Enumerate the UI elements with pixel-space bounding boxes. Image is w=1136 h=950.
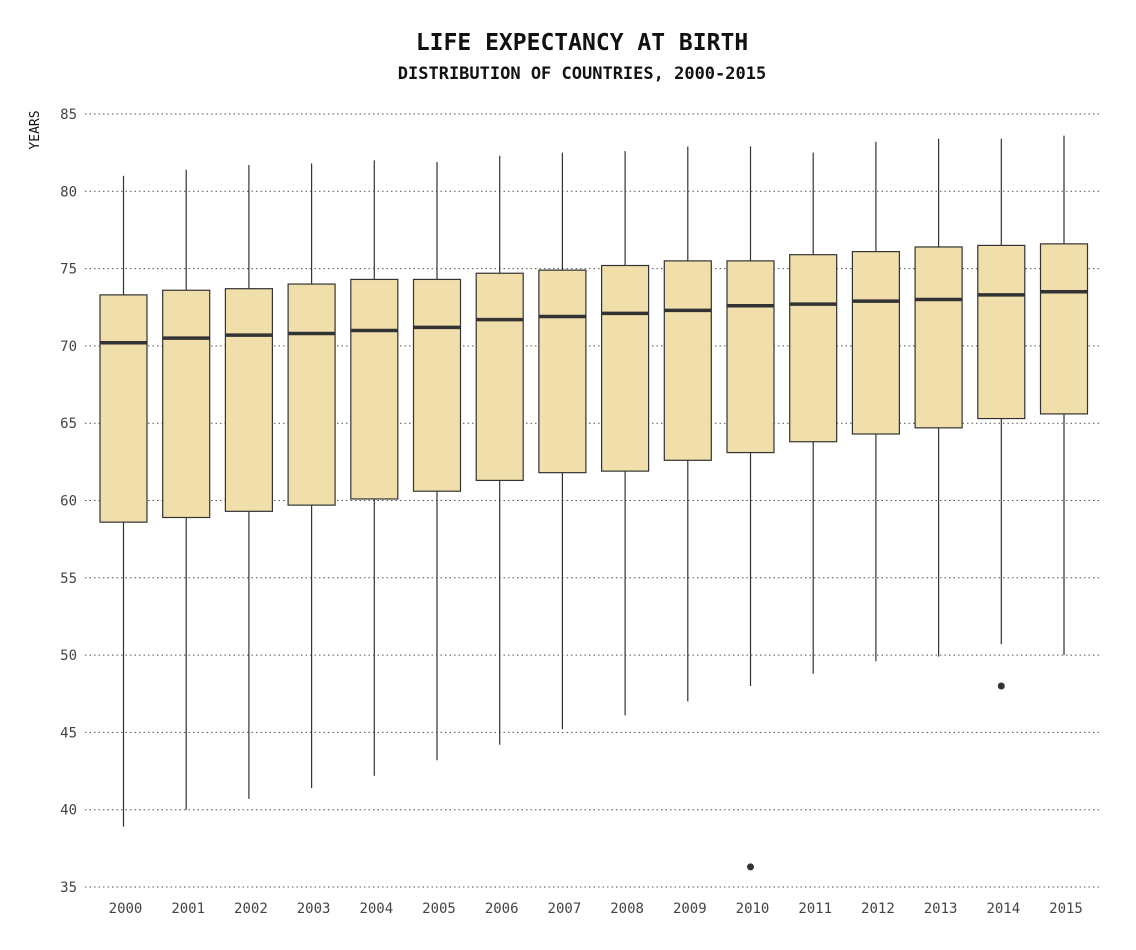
box-2008 bbox=[600, 151, 650, 716]
x-tick-label: 2001 bbox=[171, 901, 205, 917]
box-2007 bbox=[538, 152, 587, 730]
y-tick-label: 60 bbox=[60, 494, 77, 510]
box-2015 bbox=[1039, 135, 1089, 656]
box-iqr bbox=[977, 244, 1026, 420]
y-axis-label: YEARS bbox=[28, 110, 43, 149]
x-tick-label: 2015 bbox=[1049, 901, 1083, 917]
y-tick-label: 70 bbox=[60, 339, 77, 355]
outlier-point bbox=[997, 682, 1005, 690]
chart-title: LIFE EXPECTANCY AT BIRTH bbox=[415, 30, 749, 56]
x-tick-label: 2013 bbox=[924, 901, 958, 917]
y-tick-label: 35 bbox=[60, 880, 77, 896]
x-tick-label: 2010 bbox=[736, 901, 770, 917]
x-tick-label: 2005 bbox=[422, 901, 456, 917]
box-2013 bbox=[914, 138, 963, 657]
y-tick-label: 40 bbox=[60, 803, 77, 819]
box-iqr bbox=[99, 294, 148, 523]
y-tick-label: 50 bbox=[60, 648, 77, 664]
box-2010 bbox=[726, 146, 775, 871]
x-tick-label: 2008 bbox=[610, 901, 644, 917]
y-tick-label: 85 bbox=[60, 107, 77, 123]
box-iqr bbox=[789, 254, 838, 443]
box-iqr bbox=[851, 250, 901, 435]
box-2001 bbox=[162, 169, 211, 810]
box-iqr bbox=[600, 264, 650, 472]
x-tick-label: 2003 bbox=[297, 901, 331, 917]
chart-subtitle: DISTRIBUTION OF COUNTRIES, 2000-2015 bbox=[397, 64, 767, 84]
x-tick-label: 2009 bbox=[673, 901, 707, 917]
box-iqr bbox=[538, 269, 587, 474]
box-iqr bbox=[412, 278, 462, 492]
box-2003 bbox=[287, 163, 336, 789]
box-2004 bbox=[350, 160, 399, 776]
boxes-layer bbox=[99, 135, 1089, 871]
box-iqr bbox=[224, 288, 273, 512]
y-tick-label: 75 bbox=[60, 262, 77, 278]
box-iqr bbox=[350, 278, 399, 500]
box-2012 bbox=[851, 141, 901, 662]
box-iqr bbox=[162, 289, 211, 519]
x-tick-label: 2012 bbox=[861, 901, 895, 917]
x-tick-label: 2011 bbox=[798, 901, 832, 917]
y-tick-label: 80 bbox=[60, 184, 77, 200]
box-2011 bbox=[789, 152, 838, 674]
y-tick-label: 65 bbox=[60, 416, 77, 432]
box-iqr bbox=[914, 246, 963, 429]
box-iqr bbox=[475, 272, 524, 482]
x-tick-label: 2014 bbox=[986, 901, 1020, 917]
x-tick-label: 2006 bbox=[485, 901, 519, 917]
x-tick-label: 2004 bbox=[359, 901, 393, 917]
box-iqr bbox=[1039, 243, 1089, 415]
box-2000 bbox=[99, 175, 148, 827]
box-2006 bbox=[475, 155, 524, 745]
x-tick-label: 2007 bbox=[548, 901, 582, 917]
y-tick-label: 55 bbox=[60, 571, 77, 587]
box-2014 bbox=[977, 138, 1026, 690]
outlier-point bbox=[747, 863, 754, 871]
x-tick-label: 2000 bbox=[109, 901, 143, 917]
y-tick-label: 45 bbox=[60, 725, 77, 741]
box-iqr bbox=[726, 260, 775, 454]
x-tick-labels: 2000 2001 2002 2003 2004 2005 2006 2007 2008 2009… bbox=[109, 901, 1083, 917]
x-tick-label: 2002 bbox=[234, 901, 268, 917]
box-2002 bbox=[224, 165, 273, 799]
box-iqr bbox=[663, 260, 712, 461]
box-2005 bbox=[412, 161, 462, 761]
y-tick-labels: 35 40 45 50 55 60 65 70 75 80 85 bbox=[60, 107, 77, 896]
box-iqr bbox=[287, 283, 336, 506]
box-2009 bbox=[663, 146, 712, 702]
